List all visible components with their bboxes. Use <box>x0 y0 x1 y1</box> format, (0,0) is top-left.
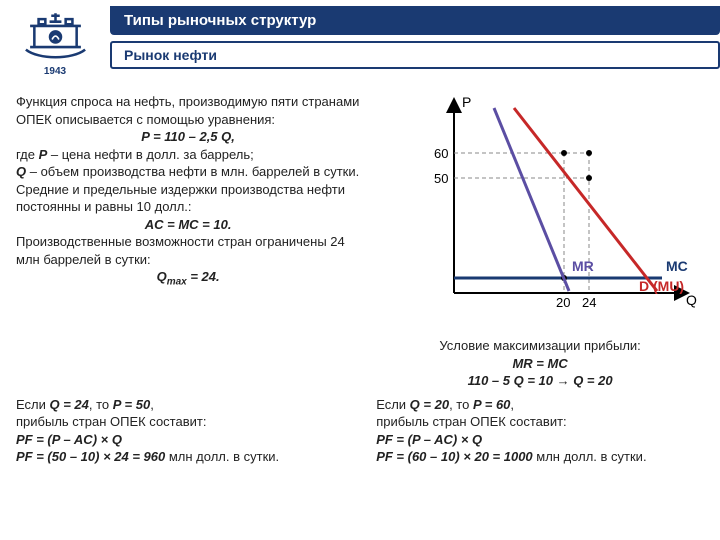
title-bar: Типы рыночных структур <box>110 6 720 35</box>
q-axis-label: Q <box>686 292 697 308</box>
y-tick-60: 60 <box>434 146 448 161</box>
header-bars: Типы рыночных структур Рынок нефти <box>110 0 720 69</box>
condition-block: Условие максимизации прибыли: MR = MC 11… <box>376 337 704 390</box>
subtitle-bar: Рынок нефти <box>110 41 720 69</box>
bottom-left: Если Q = 24, то P = 50, прибыль стран ОП… <box>16 396 370 466</box>
where-q-line: Q – объем производства нефти в млн. барр… <box>16 163 360 181</box>
bl-line3: PF = (P – AC) × Q <box>16 431 360 449</box>
cost-equation: AC = MC = 10. <box>16 216 360 234</box>
condition-equation: MR = MC <box>376 355 704 373</box>
p-axis-label: P <box>462 94 471 110</box>
intro-text: Функция спроса на нефть, производимую пя… <box>16 93 360 128</box>
econ-chart: P Q 60 50 20 24 MC <box>414 93 704 323</box>
header: 1943 Типы рыночных структур Рынок нефти <box>0 0 720 85</box>
mc-label: MC <box>666 258 688 274</box>
mr-label: MR <box>572 258 594 274</box>
condition-calc: 110 – 5 Q = 10 → Q = 20 <box>376 372 704 390</box>
demand-equation: P = 110 – 2,5 Q <box>141 129 231 144</box>
qmax-equation: Qmax = 24. <box>16 268 360 289</box>
main-content: Функция спроса на нефть, производимую пя… <box>0 85 720 390</box>
bl-line1: Если Q = 24, то P = 50, <box>16 396 360 414</box>
condition-title: Условие максимизации прибыли: <box>376 337 704 355</box>
br-line4: PF = (60 – 10) × 20 = 1000 млн долл. в с… <box>376 448 704 466</box>
right-column: P Q 60 50 20 24 MC <box>370 93 704 390</box>
left-column: Функция спроса на нефть, производимую пя… <box>16 93 370 390</box>
br-line3: PF = (P – AC) × Q <box>376 431 704 449</box>
university-crest-icon <box>13 9 98 64</box>
bottom-right: Если Q = 20, то P = 60, прибыль стран ОП… <box>370 396 704 466</box>
br-line2: прибыль стран ОПЕК составит: <box>376 413 704 431</box>
bl-line2: прибыль стран ОПЕК составит: <box>16 413 360 431</box>
logo-year: 1943 <box>44 66 66 77</box>
x-tick-24: 24 <box>582 295 596 310</box>
y-tick-50: 50 <box>434 171 448 186</box>
bl-line4: PF = (50 – 10) × 24 = 960 млн долл. в су… <box>16 448 360 466</box>
br-line1: Если Q = 20, то P = 60, <box>376 396 704 414</box>
where-p-line: где P – цена нефти в долл. за баррель; <box>16 146 360 164</box>
d-label: D (MU) <box>639 278 684 294</box>
x-tick-20: 20 <box>556 295 570 310</box>
cost-intro: Средние и предельные издержки производст… <box>16 181 360 216</box>
logo: 1943 <box>0 0 110 85</box>
capacity-intro: Производственные возможности стран огран… <box>16 233 360 268</box>
bottom-row: Если Q = 24, то P = 50, прибыль стран ОП… <box>0 390 720 466</box>
chart-area: P Q 60 50 20 24 MC <box>414 93 704 333</box>
